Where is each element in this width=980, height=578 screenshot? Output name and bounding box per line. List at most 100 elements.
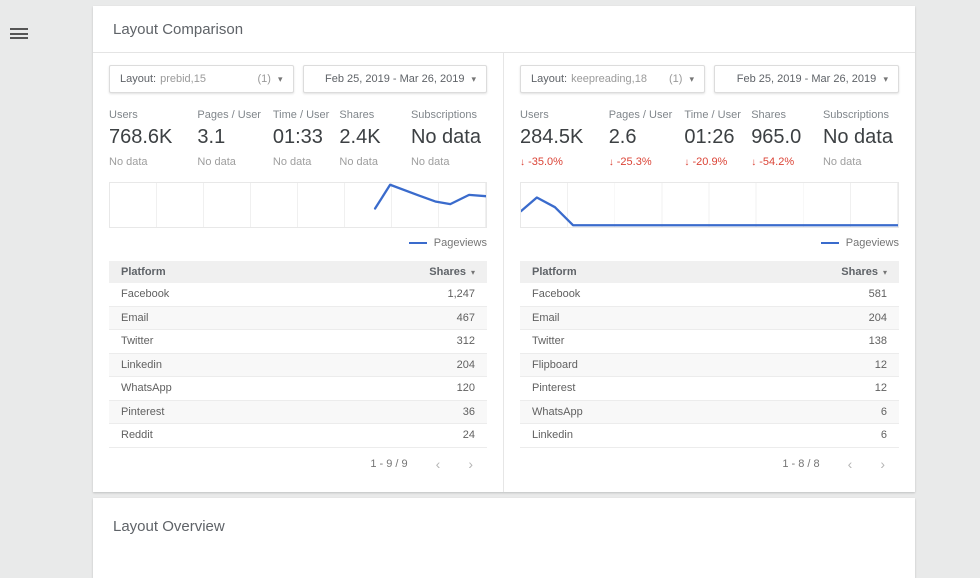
caret-down-icon: ▾	[689, 73, 694, 84]
metric-value: 01:33	[272, 126, 323, 148]
metric-delta-text: -35.0%	[528, 156, 563, 168]
shares-table: Platform Shares ▾ Facebook 581 Email 204	[520, 261, 899, 448]
comparison-panel-left: Layout: prebid,15 (1) ▾ Feb 25, 2019 - M…	[93, 53, 504, 492]
filter-count: (1)	[257, 73, 271, 85]
metrics-row: Users 284.5K ↓ -35.0% Pages / User 2.6 ↓…	[520, 109, 899, 168]
metric: Time / User 01:26 ↓ -20.9%	[684, 109, 751, 168]
chevron-right-icon[interactable]: ›	[880, 455, 885, 472]
arrow-down-icon: ↓	[751, 157, 757, 168]
shares-cell: 467	[456, 311, 475, 324]
chart-legend: Pageviews	[520, 236, 899, 249]
pagination-range: 1 - 8 / 8	[782, 457, 820, 470]
metric-delta-text: No data	[272, 156, 312, 168]
column-header-shares[interactable]: Shares ▾	[429, 266, 475, 278]
metric-delta-text: No data	[822, 156, 862, 168]
filter-row: Layout: prebid,15 (1) ▾ Feb 25, 2019 - M…	[109, 65, 487, 93]
pageviews-sparkline	[520, 182, 899, 228]
table-row[interactable]: Twitter 138	[520, 330, 899, 354]
metrics-row: Users 768.6K No data Pages / User 3.1 No…	[109, 109, 487, 168]
platform-cell: WhatsApp	[532, 405, 583, 418]
layout-filter-chip[interactable]: Layout: prebid,15 (1) ▾	[109, 65, 294, 93]
metric: Pages / User 2.6 ↓ -25.3%	[609, 109, 685, 168]
filter-label: Layout:	[120, 73, 157, 85]
card-header: Layout Overview	[93, 498, 915, 549]
column-header-platform[interactable]: Platform	[532, 266, 577, 278]
table-row[interactable]: Linkedin 204	[109, 353, 487, 377]
metric-label: Users	[520, 109, 549, 121]
legend-line-icon	[820, 241, 839, 244]
platform-cell: Email	[121, 311, 149, 324]
comparison-panels: Layout: prebid,15 (1) ▾ Feb 25, 2019 - M…	[93, 53, 915, 492]
table-row[interactable]: Linkedin 6	[520, 424, 899, 448]
table-row[interactable]: Email 467	[109, 306, 487, 330]
table-header: Platform Shares ▾	[520, 261, 899, 283]
metric-label: Shares	[751, 109, 787, 121]
metric-delta: No data	[339, 156, 405, 168]
table-row[interactable]: Email 204	[520, 306, 899, 330]
metric-value: 2.6	[608, 126, 637, 148]
page-title: Layout Comparison	[113, 21, 244, 38]
chevron-right-icon[interactable]: ›	[468, 455, 473, 472]
metric-value: No data	[410, 126, 481, 148]
legend-label: Pageviews	[433, 236, 487, 249]
metric-label: Subscriptions	[822, 109, 889, 121]
table-row[interactable]: WhatsApp 6	[520, 400, 899, 424]
metric-value: 2.4K	[339, 126, 381, 148]
table-row[interactable]: Twitter 312	[109, 330, 487, 354]
metric-label: Pages / User	[608, 109, 673, 121]
column-header-shares-label: Shares	[841, 266, 878, 278]
metric-delta: No data	[109, 156, 191, 168]
metric: Subscriptions No data No data	[823, 109, 899, 168]
arrow-down-icon: ↓	[684, 157, 690, 168]
shares-cell: 120	[456, 382, 475, 395]
table-body: Facebook 1,247 Email 467 Twitter 312	[109, 283, 487, 448]
table-row[interactable]: Pinterest 12	[520, 377, 899, 401]
shares-cell: 24	[462, 429, 475, 442]
layout-overview-card: Layout Overview	[93, 498, 915, 578]
chevron-left-icon[interactable]: ‹	[847, 455, 853, 472]
metric-delta: No data	[197, 156, 266, 168]
table-row[interactable]: WhatsApp 120	[109, 377, 487, 401]
table-row[interactable]: Pinterest 36	[109, 400, 487, 424]
metric-delta-text: -25.3%	[616, 156, 652, 168]
platform-cell: Facebook	[532, 288, 581, 301]
metric: Pages / User 3.1 No data	[197, 109, 272, 168]
table-row[interactable]: Flipboard 12	[520, 353, 899, 377]
shares-cell: 581	[868, 288, 887, 301]
column-header-shares[interactable]: Shares ▾	[841, 266, 887, 278]
date-range-chip[interactable]: Feb 25, 2019 - Mar 26, 2019 ▾	[302, 65, 487, 93]
card-header: Layout Comparison	[93, 6, 915, 53]
metric: Shares 965.0 ↓ -54.2%	[751, 109, 823, 168]
metric-delta: No data	[273, 156, 334, 168]
platform-cell: Twitter	[532, 335, 565, 348]
legend-line-icon	[408, 241, 427, 244]
table-row[interactable]: Facebook 581	[520, 283, 899, 307]
chevron-left-icon[interactable]: ‹	[435, 455, 441, 472]
metric-delta: ↓ -20.9%	[684, 156, 745, 168]
layout-filter-chip[interactable]: Layout: keepreading,18 (1) ▾	[520, 65, 705, 93]
table-row[interactable]: Facebook 1,247	[109, 283, 487, 307]
shares-cell: 6	[880, 429, 887, 442]
menu-icon[interactable]	[10, 28, 28, 41]
caret-down-icon: ▾	[883, 73, 888, 84]
shares-cell: 138	[868, 335, 887, 348]
caret-down-icon: ▾	[471, 73, 476, 84]
shares-cell: 204	[868, 311, 887, 324]
date-range-chip[interactable]: Feb 25, 2019 - Mar 26, 2019 ▾	[714, 65, 899, 93]
metric-delta-text: No data	[197, 156, 236, 168]
platform-cell: Linkedin	[121, 358, 162, 371]
shares-cell: 312	[456, 335, 475, 348]
table-row[interactable]: Reddit 24	[109, 424, 487, 448]
filter-value: prebid,15	[160, 73, 206, 85]
pageviews-sparkline	[109, 182, 487, 228]
platform-cell: Pinterest	[121, 405, 165, 418]
metric-delta: No data	[411, 156, 481, 168]
shares-cell: 1,247	[447, 288, 475, 301]
metric: Users 284.5K ↓ -35.0%	[520, 109, 609, 168]
metric-value: 284.5K	[520, 126, 584, 148]
shares-cell: 204	[456, 358, 475, 371]
pagination-range: 1 - 9 / 9	[370, 457, 408, 470]
menu-bar	[10, 37, 28, 39]
column-header-platform[interactable]: Platform	[121, 266, 166, 278]
caret-down-icon: ▾	[277, 73, 283, 84]
